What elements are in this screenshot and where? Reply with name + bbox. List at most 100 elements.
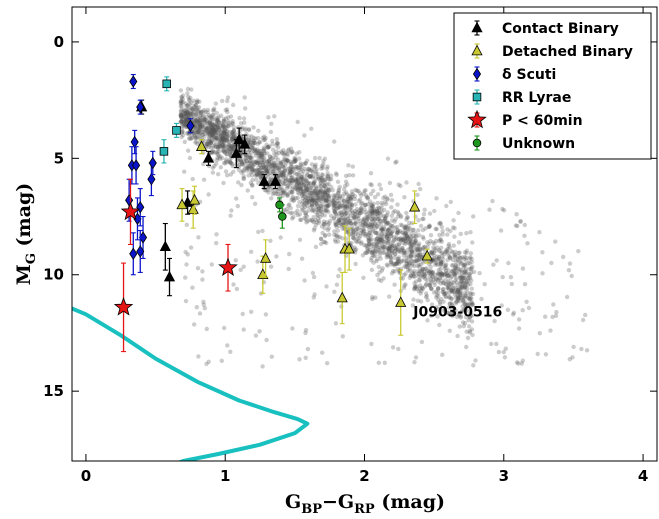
field-star: [307, 174, 313, 180]
field-star: [407, 226, 413, 231]
field-star: [200, 277, 205, 282]
field-star: [257, 140, 262, 145]
field-star: [180, 93, 186, 98]
field-star: [416, 243, 421, 248]
field-star: [240, 162, 246, 168]
field-star: [354, 210, 360, 215]
field-star: [413, 239, 418, 245]
field-star: [179, 94, 184, 100]
field-star: [220, 133, 226, 139]
field-star: [335, 205, 340, 210]
field-star: [370, 252, 375, 257]
field-star: [295, 203, 301, 209]
field-star: [431, 270, 436, 275]
field-star: [404, 261, 409, 266]
field-star: [200, 109, 206, 115]
field-star: [238, 158, 244, 163]
field-star: [459, 260, 464, 265]
field-star: [206, 136, 211, 141]
field-star: [318, 178, 323, 183]
field-star: [293, 179, 298, 184]
field-star: [376, 277, 382, 282]
field-star: [342, 183, 348, 189]
field-star: [429, 286, 434, 291]
field-star: [370, 217, 375, 223]
field-star: [431, 290, 437, 295]
field-star: [364, 214, 370, 220]
field-star: [255, 135, 261, 141]
field-star: [252, 169, 257, 174]
field-star: [460, 276, 465, 282]
field-star: [367, 222, 373, 228]
field-star: [494, 341, 499, 347]
field-star: [217, 142, 222, 147]
field-star: [447, 254, 453, 260]
field-star: [401, 238, 406, 243]
field-star: [221, 134, 226, 139]
field-star: [434, 261, 440, 266]
field-star: [379, 231, 385, 237]
field-star: [194, 135, 199, 140]
field-star: [249, 167, 255, 172]
field-star: [449, 263, 455, 268]
field-star: [449, 302, 455, 308]
field-star: [322, 177, 328, 183]
field-star: [417, 246, 422, 251]
field-star: [385, 254, 391, 259]
field-star: [363, 221, 368, 226]
field-star: [276, 157, 281, 162]
field-star: [216, 172, 221, 177]
field-star: [438, 262, 444, 267]
field-star: [222, 143, 227, 149]
field-star: [360, 253, 366, 258]
field-star: [190, 128, 196, 134]
field-star: [310, 203, 315, 208]
field-star: [257, 174, 263, 179]
field-star: [347, 206, 352, 212]
field-star: [324, 197, 329, 203]
field-star: [347, 173, 352, 178]
field-star: [224, 107, 230, 112]
threshold-curve: [72, 306, 310, 461]
field-star: [444, 265, 449, 271]
field-star: [289, 175, 294, 180]
field-star: [469, 270, 474, 275]
field-star: [469, 327, 475, 332]
field-star: [438, 281, 443, 286]
field-star: [341, 205, 346, 211]
field-star: [179, 134, 184, 140]
field-star: [249, 164, 255, 169]
field-star: [470, 302, 476, 307]
field-star: [359, 228, 364, 233]
field-star: [214, 144, 219, 150]
field-star: [238, 267, 243, 272]
field-star: [445, 257, 450, 263]
field-star: [284, 206, 290, 212]
field-star: [470, 291, 476, 297]
field-star: [201, 161, 206, 167]
field-star: [186, 113, 191, 118]
field-star: [285, 209, 290, 214]
field-star: [335, 206, 341, 211]
field-star: [294, 182, 299, 187]
field-star: [456, 312, 462, 317]
field-star: [249, 173, 255, 178]
field-star: [301, 183, 307, 188]
field-star: [423, 276, 428, 282]
field-star: [335, 228, 340, 233]
field-star: [422, 273, 427, 278]
field-star: [409, 245, 414, 250]
field-star: [352, 245, 357, 250]
field-star: [454, 314, 460, 320]
field-star: [221, 135, 226, 140]
field-star: [378, 213, 383, 218]
field-star: [193, 119, 199, 124]
field-star: [526, 305, 532, 311]
field-star: [382, 250, 387, 255]
field-star: [458, 284, 463, 289]
field-star: [185, 109, 190, 115]
field-star: [355, 232, 360, 237]
field-star: [221, 130, 227, 135]
field-star: [288, 162, 293, 167]
field-star: [443, 281, 448, 287]
